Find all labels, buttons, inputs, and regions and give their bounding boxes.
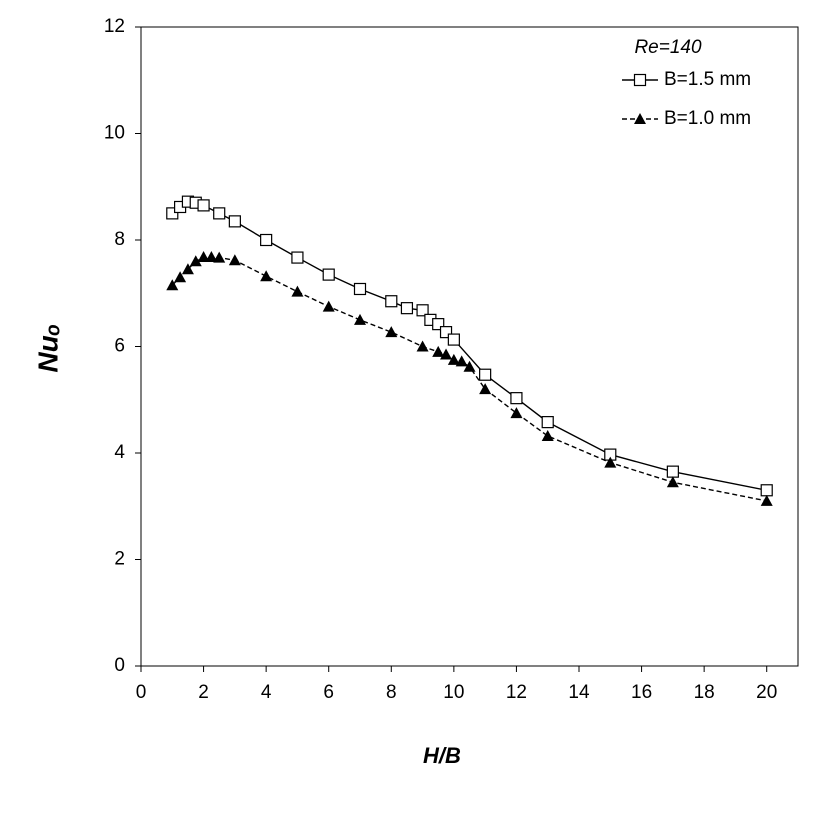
x-tick-label: 20 (756, 682, 777, 703)
marker (463, 360, 476, 372)
marker (166, 207, 179, 220)
x-tick-label: 2 (198, 682, 209, 703)
y-axis-label: Nuₒ (32, 323, 63, 372)
x-tick-label: 6 (323, 682, 334, 703)
x-tick-label: 4 (261, 682, 272, 703)
marker (541, 429, 554, 441)
marker (510, 392, 523, 405)
marker (385, 295, 398, 308)
marker (322, 268, 335, 281)
marker (228, 254, 241, 266)
y-tick-label: 0 (114, 655, 125, 676)
marker (322, 300, 335, 312)
y-tick-label: 12 (104, 16, 125, 37)
marker (205, 251, 218, 263)
marker (439, 326, 453, 339)
legend-marker (634, 113, 646, 124)
marker (291, 285, 304, 297)
marker (291, 251, 304, 264)
marker (432, 318, 445, 331)
legend-label: B=1.0 mm (664, 108, 751, 129)
marker (197, 251, 210, 263)
marker (260, 270, 273, 282)
annotation: Re=140 (634, 37, 702, 58)
marker (197, 199, 210, 212)
marker (166, 279, 179, 291)
marker (228, 215, 241, 228)
marker (189, 255, 202, 267)
marker (760, 484, 773, 497)
x-tick-label: 0 (136, 682, 147, 703)
x-axis-label: H/B (423, 743, 461, 768)
marker (541, 416, 554, 429)
x-tick-label: 12 (506, 682, 527, 703)
marker (447, 333, 460, 346)
x-tick-label: 8 (386, 682, 397, 703)
marker (604, 456, 617, 468)
y-tick-label: 8 (114, 229, 125, 250)
marker (455, 355, 468, 367)
marker (666, 465, 679, 478)
y-tick-label: 10 (104, 123, 125, 144)
marker (174, 271, 187, 283)
marker (479, 368, 492, 381)
marker (432, 345, 445, 357)
marker (760, 494, 773, 506)
marker (416, 304, 429, 317)
y-tick-label: 4 (114, 442, 125, 463)
marker (260, 233, 273, 247)
marker (213, 251, 226, 263)
marker (510, 407, 523, 419)
marker (385, 326, 398, 338)
marker (479, 383, 492, 395)
legend-label: B=1.5 mm (664, 69, 751, 90)
marker (440, 348, 453, 360)
marker (400, 302, 414, 315)
marker (447, 353, 460, 365)
marker (213, 207, 226, 220)
marker (353, 282, 367, 296)
y-tick-label: 2 (114, 549, 125, 570)
x-tick-label: 18 (694, 682, 715, 703)
x-tick-label: 14 (568, 682, 590, 703)
marker (416, 340, 429, 352)
marker (181, 263, 194, 275)
legend-marker (633, 73, 647, 87)
marker (666, 476, 679, 488)
y-tick-label: 6 (114, 336, 125, 357)
marker (354, 313, 366, 325)
x-tick-label: 16 (631, 682, 652, 703)
series-line (171, 256, 767, 502)
x-tick-label: 10 (443, 682, 464, 703)
